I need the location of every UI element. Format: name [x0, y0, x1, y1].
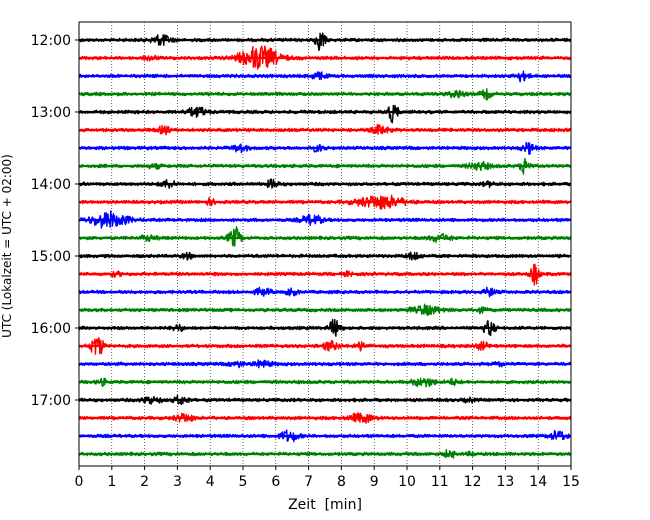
x-tick-label: 8 — [337, 474, 346, 490]
trace-1230 — [78, 70, 572, 83]
grid-lines — [111, 22, 539, 466]
trace-1630 — [78, 359, 572, 369]
trace-1500 — [78, 251, 572, 261]
x-tick-label: 5 — [239, 474, 248, 490]
trace-1200 — [78, 32, 572, 52]
x-tick-label: 12 — [464, 474, 482, 490]
y-tick-label: 12:00 — [31, 33, 71, 49]
x-tick-label: 6 — [271, 474, 280, 490]
y-axis-label: UTC (Lokalzeit = UTC + 02:00) — [0, 154, 14, 338]
x-tick-label: 0 — [75, 474, 84, 490]
trace-1430 — [78, 210, 572, 229]
y-axis-ticks: 12:00 13:00 14:00 15:00 16:00 17:00 — [31, 33, 79, 409]
trace-lines — [78, 32, 572, 459]
x-tick-label: 13 — [496, 474, 514, 490]
x-axis-label: Zeit [min] — [288, 497, 362, 513]
x-tick-label: 7 — [304, 474, 313, 490]
trace-waveform — [78, 318, 572, 337]
trace-waveform — [78, 104, 572, 124]
trace-1330 — [78, 141, 572, 155]
trace-1645 — [78, 377, 572, 388]
trace-1615 — [78, 337, 572, 355]
trace-1415 — [78, 194, 572, 210]
y-tick-label: 15:00 — [31, 249, 71, 265]
x-tick-label: 11 — [431, 474, 449, 490]
trace-1445 — [78, 226, 572, 247]
trace-1600 — [78, 318, 572, 337]
y-tick-label: 13:00 — [31, 105, 71, 121]
trace-1545 — [78, 303, 572, 317]
trace-1400 — [78, 178, 572, 189]
x-tick-label: 3 — [173, 474, 182, 490]
trace-1715 — [78, 412, 572, 424]
trace-1530 — [78, 286, 572, 298]
trace-1700 — [78, 394, 572, 406]
trace-1345 — [78, 157, 572, 175]
trace-1245 — [78, 88, 572, 101]
trace-1745 — [78, 448, 572, 459]
trace-waveform — [78, 226, 572, 247]
trace-1730 — [78, 429, 572, 443]
y-tick-label: 16:00 — [31, 321, 71, 337]
plot-frame — [78, 21, 572, 467]
trace-waveform — [78, 194, 572, 210]
x-tick-label: 10 — [398, 474, 416, 490]
x-axis-ticks: 0 1 2 3 4 5 6 7 8 9 10 11 12 13 14 15 — [75, 466, 580, 490]
trace-1215 — [78, 45, 572, 70]
x-tick-label: 4 — [206, 474, 215, 490]
y-tick-label: 17:00 — [31, 393, 71, 409]
trace-waveform — [78, 32, 572, 52]
x-tick-label: 15 — [562, 474, 580, 490]
y-tick-label: 14:00 — [31, 177, 71, 193]
trace-1300 — [78, 104, 572, 124]
x-tick-label: 1 — [107, 474, 116, 490]
x-tick-label: 2 — [140, 474, 149, 490]
trace-1315 — [78, 123, 572, 136]
x-tick-label: 9 — [370, 474, 379, 490]
trace-1515 — [78, 263, 572, 286]
x-tick-label: 14 — [529, 474, 547, 490]
